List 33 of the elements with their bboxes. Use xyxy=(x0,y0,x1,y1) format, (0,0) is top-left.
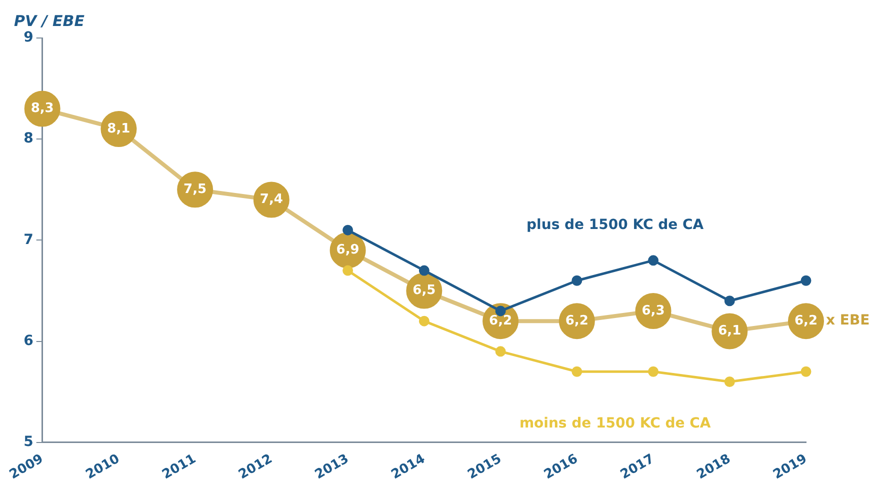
data-label: 6,3 xyxy=(642,303,665,318)
y-tick-label: 9 xyxy=(24,30,34,46)
y-tick-label: 6 xyxy=(24,332,34,349)
data-label: 8,1 xyxy=(107,121,130,136)
point xyxy=(418,265,430,276)
point xyxy=(418,316,430,326)
data-label: 7,4 xyxy=(260,192,283,208)
point xyxy=(724,296,735,306)
data-label: 6,5 xyxy=(412,283,436,298)
point xyxy=(648,366,659,377)
data-label: 6,2 xyxy=(565,313,588,328)
point xyxy=(342,265,354,276)
data-label: 8,3 xyxy=(30,101,54,116)
series-label: x EBE xyxy=(826,312,870,329)
data-label: 6,2 xyxy=(794,313,818,328)
data-label: 7,5 xyxy=(184,182,207,198)
point xyxy=(342,224,354,236)
point xyxy=(572,275,582,286)
point xyxy=(800,366,812,377)
data-label: 6,2 xyxy=(489,313,512,328)
point xyxy=(724,376,735,387)
data-label: 6,9 xyxy=(336,242,360,258)
y-tick-label: 7 xyxy=(24,232,34,248)
text: plus de 1500 KC de CA xyxy=(526,217,704,234)
point xyxy=(648,255,659,266)
y-tick-label: 8 xyxy=(24,130,34,147)
point xyxy=(495,346,506,357)
point xyxy=(572,366,582,377)
y-tick-label: 5 xyxy=(24,434,34,450)
y-axis-title: PV / EBE xyxy=(14,12,86,30)
text: moins de 1500 KC de CA xyxy=(519,415,711,432)
data-label: 6,1 xyxy=(718,324,742,339)
point xyxy=(800,275,812,286)
